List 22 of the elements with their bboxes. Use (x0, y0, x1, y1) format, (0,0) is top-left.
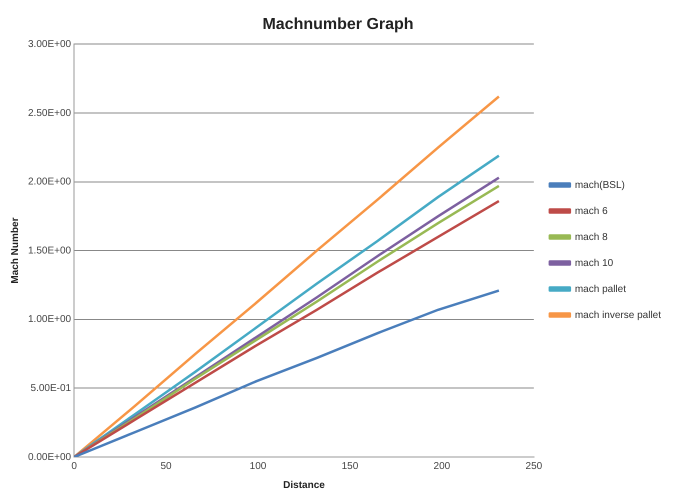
y-tick-label: 3.00E+00 (28, 38, 72, 50)
y-tick-label: 1.50E+00 (28, 245, 72, 256)
legend-label: mach 8 (574, 232, 608, 243)
legend-label: mach 6 (574, 206, 608, 217)
x-axis-title: Distance (283, 480, 326, 491)
chart-title: Machnumber Graph (262, 16, 414, 34)
y-tick-label: 0.00E+00 (28, 452, 72, 463)
y-tick-label: 2.50E+00 (28, 108, 72, 119)
x-tick-label: 250 (526, 460, 543, 472)
x-tick-label: 100 (250, 460, 267, 472)
legend-label: mach(BSL) (574, 180, 625, 191)
y-tick-label: 2.00E+00 (28, 176, 72, 188)
legend-label: mach pallet (574, 284, 626, 295)
y-axis-title: Mach Number (10, 217, 21, 284)
x-tick-label: 0 (71, 460, 78, 472)
y-tick-label: 1.00E+00 (28, 314, 72, 326)
x-tick-label: 200 (434, 460, 451, 472)
y-tick-label: 5.00E-01 (30, 382, 72, 394)
x-tick-label: 150 (342, 460, 359, 472)
legend-label: mach inverse pallet (574, 310, 662, 321)
legend-label: mach 10 (574, 258, 614, 269)
x-tick-label: 50 (160, 460, 172, 472)
